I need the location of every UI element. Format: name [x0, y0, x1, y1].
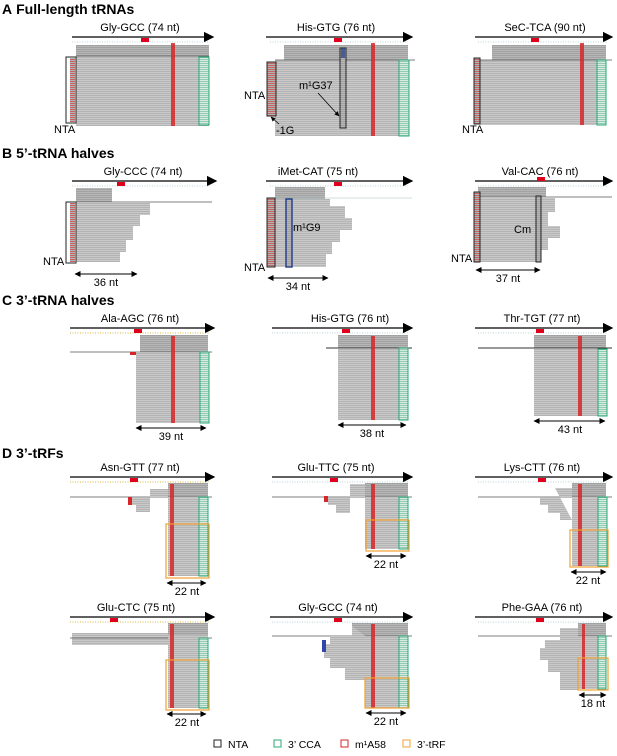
section-a-heading: A Full-length tRNAs: [2, 1, 135, 17]
panel-title: Lys-CTT (76 nt): [504, 462, 580, 474]
legend-item-nta: NTA: [213, 739, 248, 751]
length-label: 22 nt: [374, 559, 398, 571]
section-c-heading: C 3’-tRNA halves: [2, 292, 115, 308]
panel-val-cac-5half: Val-CAC (76 nt) Cm NTA 37 nt: [451, 166, 614, 285]
legend: NTA 3’ CCA m¹A58 3’-tRF: [213, 739, 446, 751]
length-label: 22 nt: [374, 716, 398, 728]
length-label: 22 nt: [175, 717, 199, 729]
panel-glu-ttc-3trf: Glu-TTC (75 nt) 22 nt: [272, 462, 414, 571]
length-label: 39 nt: [159, 431, 183, 443]
panel-title: Glu-CTC (75 nt): [97, 602, 175, 614]
panel-gly-gcc-full: Gly-GCC (74 nt) NTA: [54, 22, 215, 136]
length-label: 37 nt: [496, 273, 520, 285]
length-label: 22 nt: [576, 575, 600, 587]
panel-thr-tgt-3half: Thr-TGT (77 nt) 43 nt: [475, 313, 614, 436]
svg-text:3’-tRF: 3’-tRF: [417, 739, 446, 751]
panel-title: His-GTG (76 nt): [297, 22, 375, 34]
nta-label: NTA: [43, 256, 65, 268]
section-b-heading: B 5’-tRNA halves: [2, 145, 115, 161]
panel-lys-ctt-3trf: Lys-CTT (76 nt) 22 nt: [475, 462, 614, 587]
panel-gly-ccc-5half: Gly-CCC (74 nt) NTA 36 nt: [43, 166, 218, 289]
panel-title: SeC-TCA (90 nt): [504, 22, 585, 34]
section-d-heading: D 3’-tRFs: [2, 445, 64, 461]
panel-phe-gaa-3trf: Phe-GAA (76 nt) 18 nt: [475, 602, 614, 710]
panel-his-gtg-3half: His-GTG (76 nt) 38 nt: [272, 313, 414, 440]
legend-item-m1a58: m¹A58: [340, 739, 386, 751]
length-label: 18 nt: [581, 698, 605, 710]
nta-label: NTA: [244, 90, 266, 102]
legend-item-3-trf: 3’-tRF: [402, 739, 446, 751]
cm-label: Cm: [514, 224, 531, 236]
panel-his-gtg-full: His-GTG (76 nt) NTA m¹G37 -1G: [244, 22, 415, 137]
svg-text:NTA: NTA: [228, 739, 248, 751]
panel-title: Ala-AGC (76 nt): [101, 313, 179, 325]
panel-asn-gtt-3trf: Asn-GTT (77 nt) 22 nt: [70, 462, 216, 598]
svg-text:B5’-tRNA halves: B 5’-tRNA halves: [2, 145, 115, 161]
m1g37-label: m¹G37: [299, 80, 333, 92]
length-label: 43 nt: [558, 424, 582, 436]
nta-label: NTA: [462, 124, 484, 136]
length-label: 36 nt: [94, 277, 118, 289]
panel-title: Phe-GAA (76 nt): [502, 602, 583, 614]
panel-glu-ctc-3trf: Glu-CTC (75 nt) 22 nt: [70, 602, 216, 729]
panel-title: Gly-GCC (74 nt): [298, 602, 377, 614]
panel-title: Gly-CCC (74 nt): [104, 166, 183, 178]
panel-title: iMet-CAT (75 nt): [278, 166, 358, 178]
svg-text:C3’-tRNA halves: C 3’-tRNA halves: [2, 292, 115, 308]
panel-ala-agc-3half: Ala-AGC (76 nt) 39 nt: [70, 313, 216, 443]
panel-imet-cat-5half: iMet-CAT (75 nt) m¹G9 NTA 34 nt: [244, 166, 414, 293]
panel-title: Gly-GCC (74 nt): [100, 22, 179, 34]
panel-sec-tca-full: SeC-TCA (90 nt) NTA: [462, 22, 614, 136]
svg-text:D3’-tRFs: D 3’-tRFs: [2, 445, 64, 461]
panel-gly-gcc-3trf: Gly-GCC (74 nt) 22 nt: [270, 602, 414, 728]
panel-title: Val-CAC (76 nt): [502, 166, 579, 178]
svg-text:m¹A58: m¹A58: [355, 739, 386, 751]
panel-title: Thr-TGT (77 nt): [504, 313, 581, 325]
length-label: 34 nt: [286, 281, 310, 293]
minus-1g-label: -1G: [276, 125, 294, 137]
nta-label: NTA: [54, 124, 76, 136]
m1g9-label: m¹G9: [293, 222, 321, 234]
length-label: 38 nt: [360, 428, 384, 440]
nta-label: NTA: [451, 253, 473, 265]
panel-title: Glu-TTC (75 nt): [297, 462, 374, 474]
nta-label: NTA: [244, 262, 266, 274]
legend-item-3-cca: 3’ CCA: [273, 739, 321, 751]
svg-text:3’ CCA: 3’ CCA: [288, 739, 321, 751]
length-label: 22 nt: [175, 586, 199, 598]
panel-title: Asn-GTT (77 nt): [100, 462, 179, 474]
panel-title: His-GTG (76 nt): [311, 313, 389, 325]
